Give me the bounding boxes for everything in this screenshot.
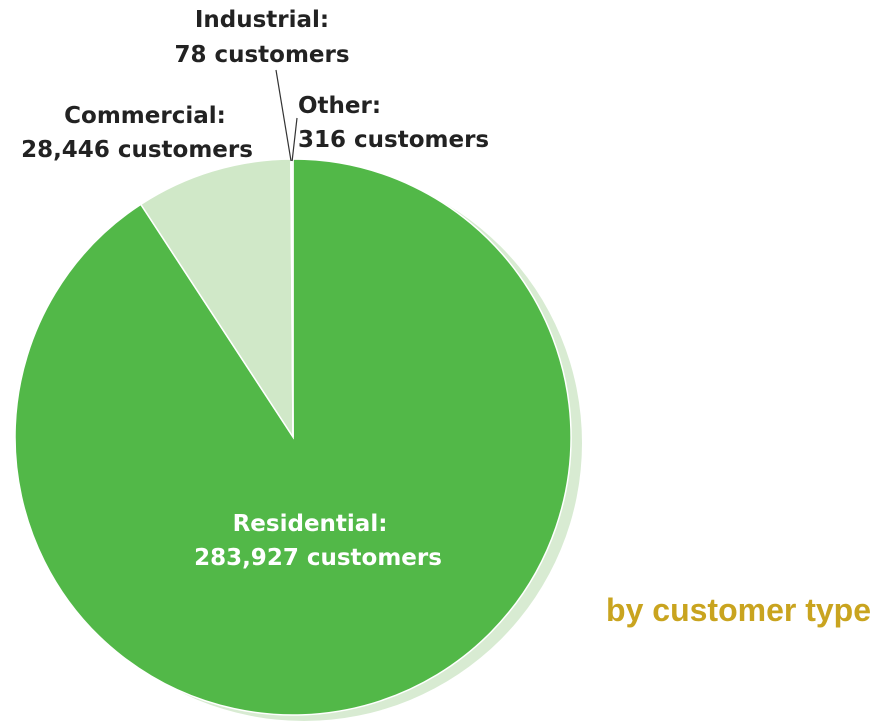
leader-lines [275, 69, 298, 162]
industrial-label-name: Industrial: [195, 7, 329, 33]
leader-line-industrial [275, 69, 292, 162]
residential-label-name: Residential: [233, 511, 388, 537]
pie-slice-residential [14, 158, 572, 716]
pie-slice-commercial [139, 158, 294, 440]
other-label-name: Other: [298, 93, 381, 119]
leader-line-other [291, 117, 298, 162]
chart-subtitle: by customer type [606, 592, 871, 628]
residential-label-count: 283,927 customers [194, 545, 442, 571]
slices-layer [14, 158, 582, 721]
industrial-label-count: 78 customers [174, 42, 349, 68]
commercial-label-count: 28,446 customers [21, 137, 253, 163]
commercial-label-name: Commercial: [64, 103, 226, 129]
other-label-count: 316 customers [298, 127, 489, 153]
